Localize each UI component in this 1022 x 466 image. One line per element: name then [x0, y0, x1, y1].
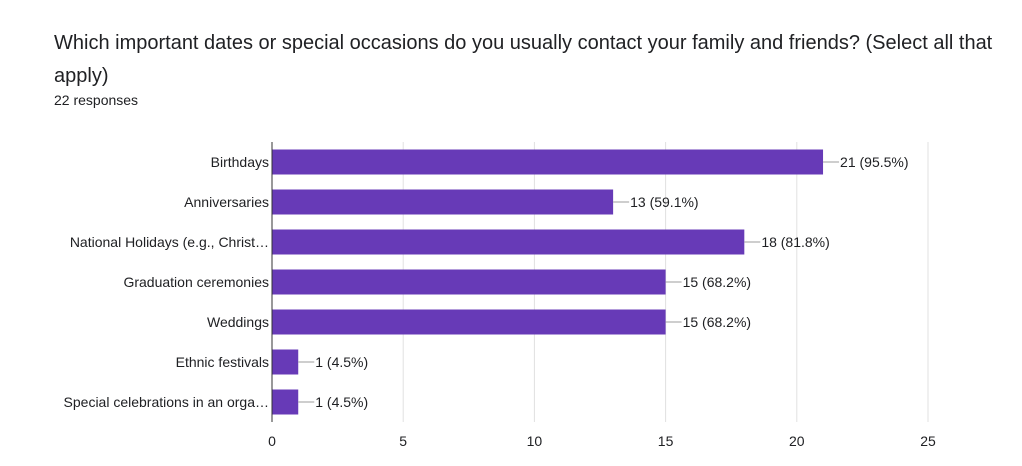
data-label: 15 (68.2%): [683, 274, 751, 290]
data-label: 15 (68.2%): [683, 314, 751, 330]
x-tick-label: 5: [399, 433, 407, 449]
question-title: Which important dates or special occasio…: [54, 32, 993, 87]
category-label: Special celebrations in an orga…: [64, 394, 269, 410]
bar: [272, 149, 824, 175]
category-label: Graduation ceremonies: [123, 274, 269, 290]
data-label: 1 (4.5%): [315, 354, 368, 370]
bar: [272, 229, 745, 255]
category-label: Ethnic festivals: [176, 354, 269, 370]
bar: [272, 269, 666, 295]
category-label: National Holidays (e.g., Christ…: [70, 234, 269, 250]
x-tick-label: 15: [658, 433, 674, 449]
data-label: 18 (81.8%): [761, 234, 829, 250]
category-label: Anniversaries: [184, 194, 269, 210]
data-label: 21 (95.5%): [840, 154, 908, 170]
response-count: 22 responses: [54, 92, 139, 108]
x-tick-label: 25: [920, 433, 936, 449]
data-label: 13 (59.1%): [630, 194, 698, 210]
x-tick-label: 20: [789, 433, 805, 449]
category-label: Weddings: [207, 314, 269, 330]
bar: [272, 389, 299, 415]
x-tick-label: 0: [268, 433, 276, 449]
bar: [272, 349, 299, 375]
x-tick-label: 10: [527, 433, 543, 449]
bar: [272, 189, 614, 215]
category-label: Birthdays: [211, 154, 269, 170]
data-label: 1 (4.5%): [315, 394, 368, 410]
bar: [272, 309, 666, 335]
